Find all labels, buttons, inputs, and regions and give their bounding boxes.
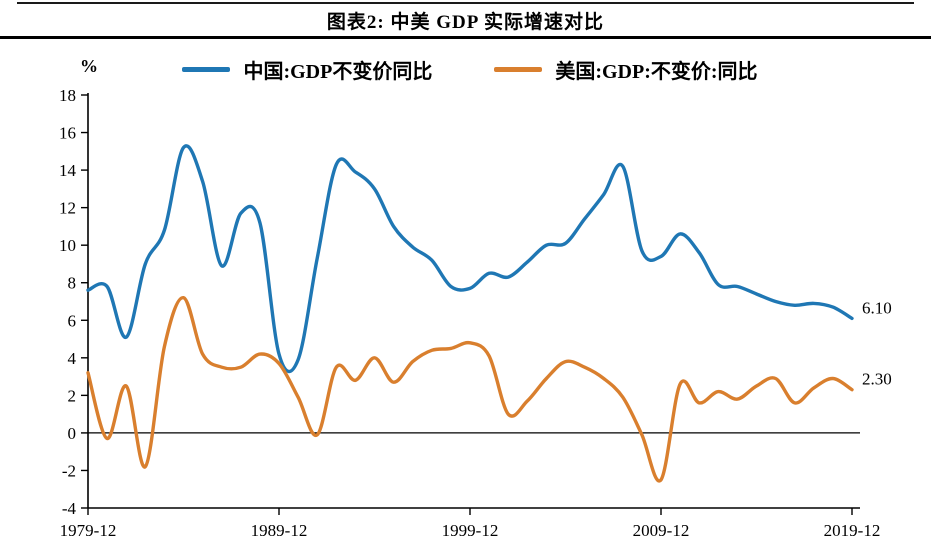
y-tick-label: 10 — [59, 236, 76, 255]
y-tick-label: 16 — [59, 124, 76, 143]
x-tick-label: 2009-12 — [633, 521, 690, 540]
us-line-swatch — [494, 67, 543, 72]
series-end-label-china: 6.10 — [862, 298, 892, 317]
x-tick-label: 1989-12 — [251, 521, 308, 540]
y-tick-label: 12 — [59, 199, 76, 218]
x-tick-label: 1999-12 — [442, 521, 499, 540]
y-tick-label: 0 — [68, 424, 77, 443]
y-tick-label: 2 — [68, 386, 77, 405]
y-tick-label: 14 — [59, 161, 77, 180]
page-title: 图表2: 中美 GDP 实际增速对比 — [326, 12, 605, 33]
line-chart: 18 16 14 12 10 8 6 4 2 0 -2 -4 1979-12 1989-12 1999-12… — [59, 88, 892, 540]
legend-label-us: 美国:GDP:不变价:同比 — [555, 61, 758, 83]
title-divider — [0, 36, 931, 39]
y-tick-label: 4 — [68, 349, 77, 368]
y-tick-label: 8 — [68, 274, 77, 293]
y-tick-label: -4 — [62, 499, 77, 518]
series-line-china — [86, 144, 854, 374]
x-tick-label: 2019-12 — [824, 521, 881, 540]
legend-label-china: 中国:GDP不变价同比 — [243, 61, 433, 83]
series-line-us — [86, 296, 854, 483]
legend-item-china: 中国:GDP不变价同比 — [182, 55, 432, 84]
y-tick-label: 18 — [59, 88, 76, 105]
y-tick-label: -2 — [62, 461, 76, 480]
x-tick-label: 1979-12 — [60, 521, 117, 540]
y-tick-label: 6 — [68, 311, 77, 330]
chart-legend: 中国:GDP不变价同比 美国:GDP:不变价:同比 — [88, 55, 852, 84]
legend-item-us: 美国:GDP:不变价:同比 — [494, 55, 758, 84]
china-line-swatch — [182, 67, 231, 72]
y-axis-unit-label: % — [80, 56, 98, 76]
top-rule — [17, 2, 914, 4]
series-end-label-us: 2.30 — [862, 370, 892, 389]
